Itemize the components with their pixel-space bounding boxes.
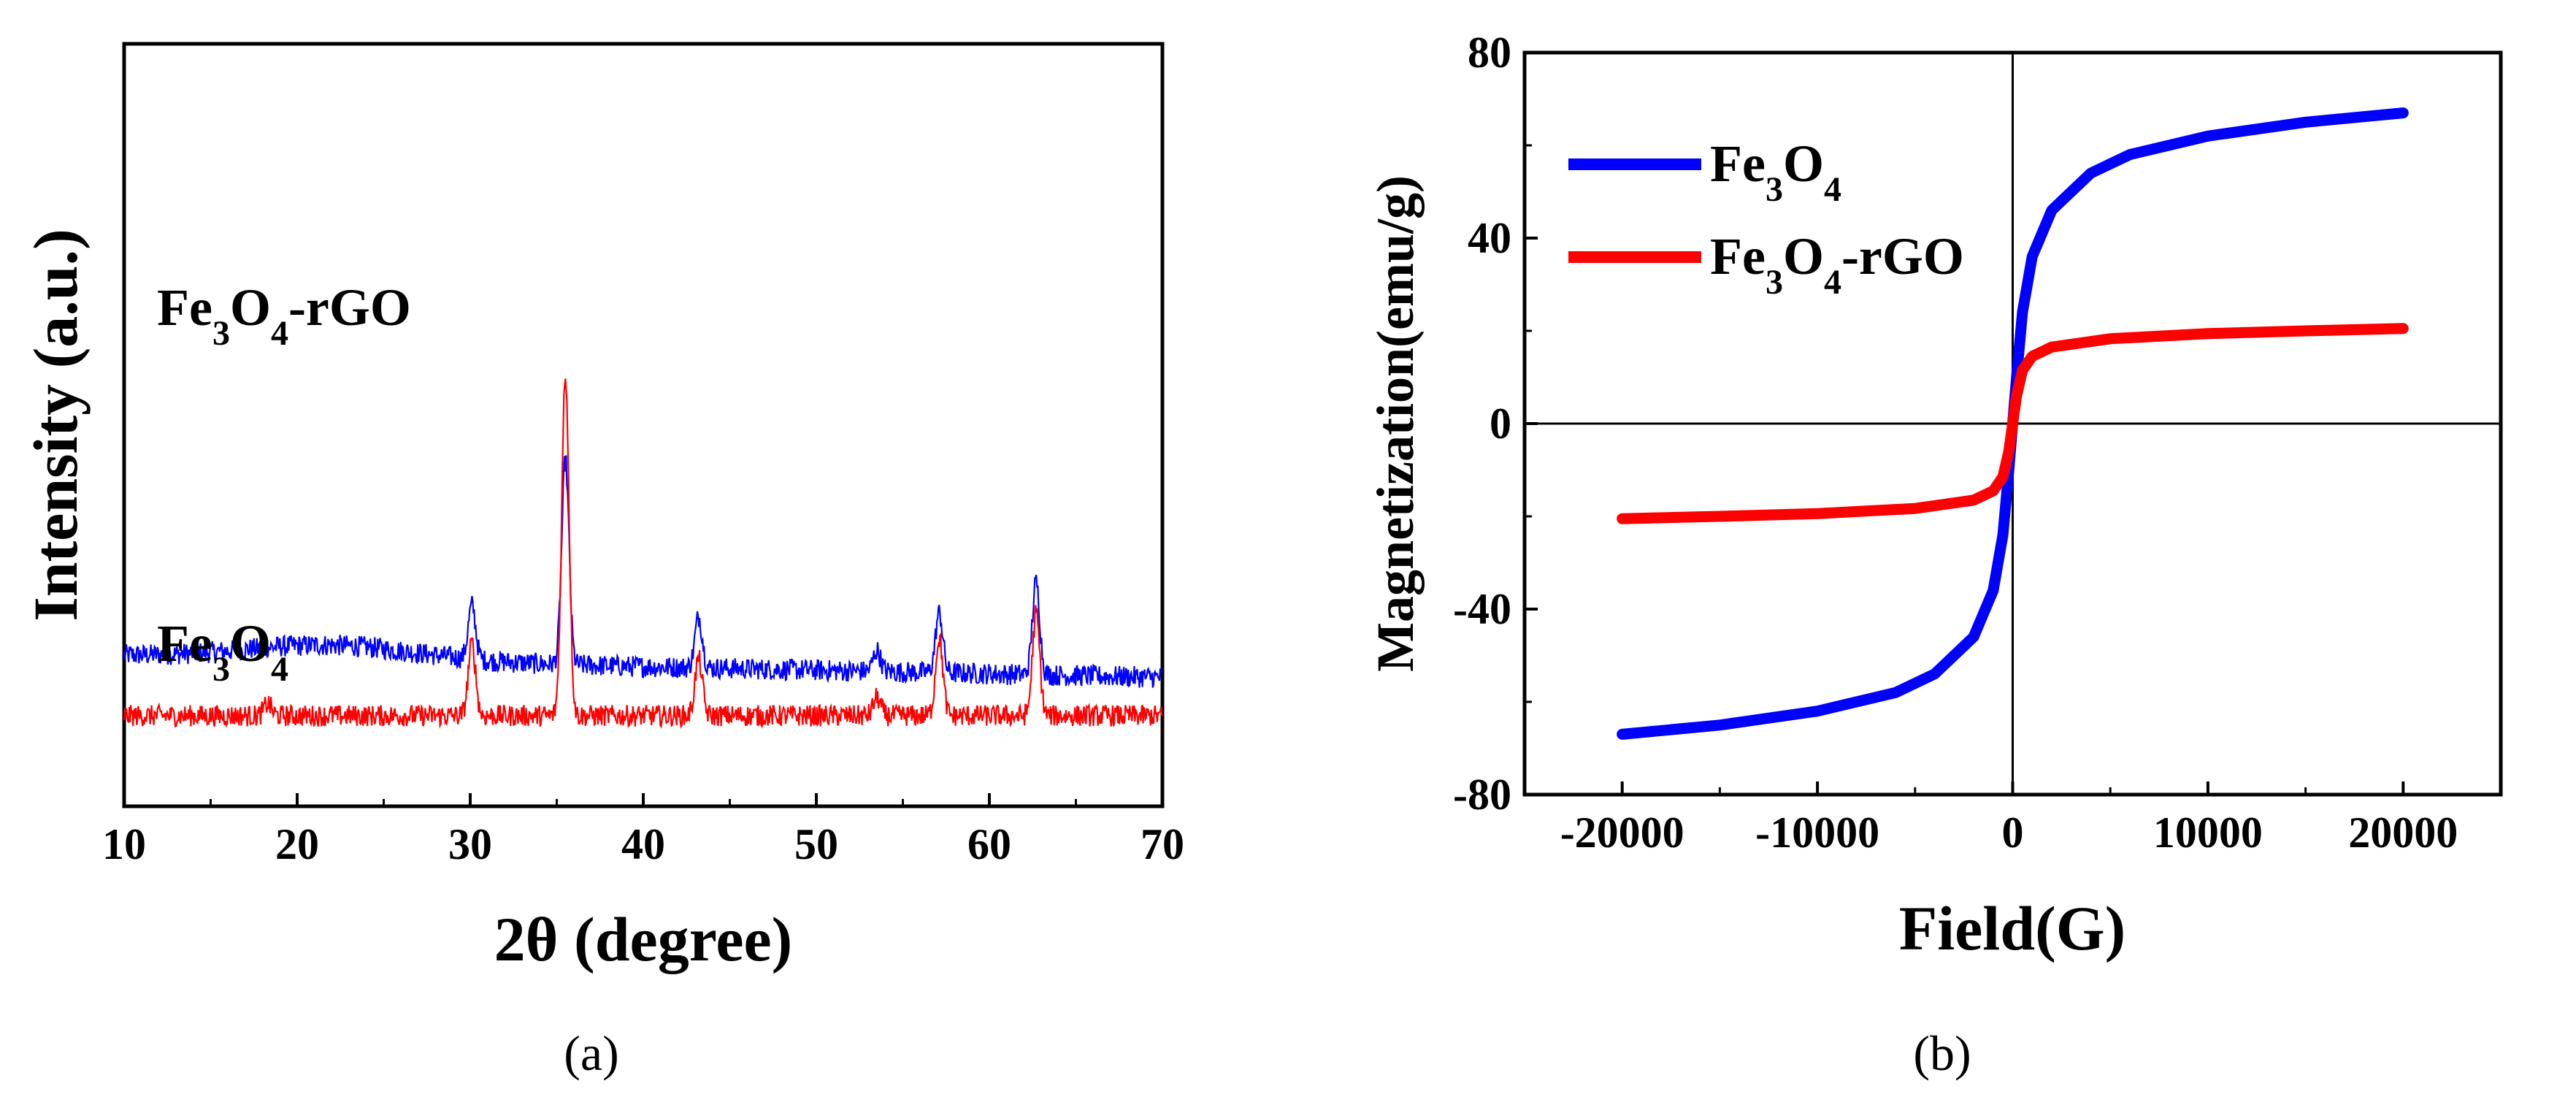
xrd-plot-frame (122, 42, 1165, 808)
mag-y-tick-label: -80 (1453, 771, 1511, 819)
panel-label-a: (a) (564, 1025, 618, 1081)
mag-x-axis-title: Field(G) (1899, 893, 2126, 963)
legend-label-fe3o4-rgo: Fe3O4-rGO (1710, 227, 1964, 302)
mag-legend: Fe3O4 Fe3O4-rGO (1568, 134, 1964, 302)
mag-ticks: -20000 -10000 0 10000 20000 -80 -40 0 40 80 (1453, 28, 2458, 857)
xrd-series-label-fe3o4-rgo: Fe3O4-rGO (157, 278, 411, 353)
xrd-x-axis-title: 2θ (degree) (494, 904, 793, 974)
xrd-x-ticks: 10 20 30 40 50 60 70 (102, 793, 1184, 868)
xrd-y-axis-title: Intensity (a.u.) (20, 229, 91, 622)
xrd-x-tick-label: 50 (794, 820, 838, 868)
legend-label-fe3o4: Fe3O4 (1710, 134, 1841, 209)
xrd-x-tick-label: 70 (1141, 820, 1184, 868)
mag-y-tick-label: -40 (1453, 585, 1511, 633)
mag-x-tick-label: -10000 (1755, 808, 1879, 857)
mag-x-tick-label: -20000 (1560, 808, 1684, 857)
mag-x-tick-label: 10000 (2153, 808, 2263, 857)
xrd-x-tick-label: 20 (275, 820, 319, 868)
mag-series-group (1617, 107, 2409, 740)
xrd-series-label-fe3o4: Fe3O4 (157, 614, 288, 689)
xrd-chart: 10 20 30 40 50 60 70 Fe3O4-rGO Fe3O4 2θ (degre… (20, 42, 1184, 1081)
mag-series-line-fe3o4-rgo (1617, 323, 2409, 524)
xrd-series-group (123, 378, 1164, 729)
xrd-x-tick-label: 40 (621, 820, 665, 868)
panel-label-b: (b) (1913, 1025, 1971, 1081)
xrd-x-tick-label: 30 (448, 820, 492, 868)
mag-x-tick-label: 20000 (2348, 808, 2458, 857)
xrd-x-tick-label: 60 (967, 820, 1011, 868)
mag-y-tick-label: 40 (1468, 214, 1511, 262)
xrd-x-tick-label: 10 (102, 820, 146, 868)
mag-y-tick-label: 80 (1468, 28, 1511, 77)
xrd-series-line-fe3o4 (123, 378, 1164, 729)
mag-x-tick-label: 0 (2002, 808, 2024, 857)
mag-y-axis-title: Magnetization(emu/g) (1366, 175, 1425, 672)
mag-y-tick-label: 0 (1490, 399, 1511, 448)
xrd-series-line-fe3o4-rgo (123, 455, 1163, 688)
magnetization-chart: -20000 -10000 0 10000 20000 -80 -40 0 40 80 Fe3O4… (1366, 28, 2503, 1081)
